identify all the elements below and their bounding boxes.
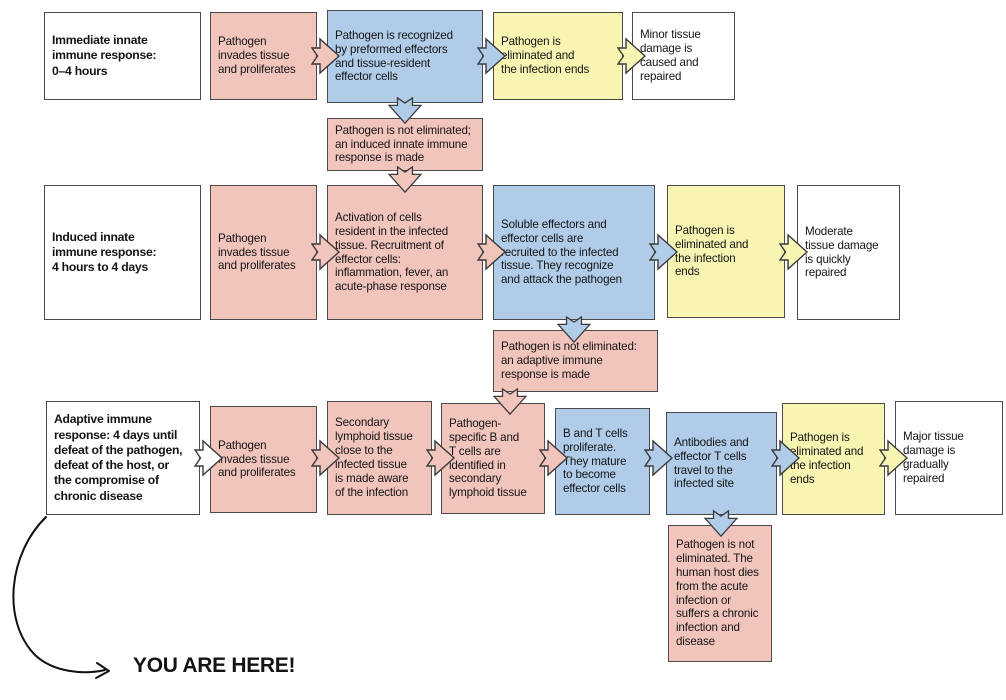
arrow-r3-antibodies-to-eliminated bbox=[771, 438, 801, 478]
box-r1-pathogen-invades: Pathogen invades tissue and proliferates bbox=[210, 12, 317, 100]
box-adaptive-immune-label: Adaptive immune response: 4 days until d… bbox=[46, 401, 200, 515]
arrow-r3-proliferate-to-antibodies bbox=[644, 438, 674, 478]
arrow-r2-invades-to-activation bbox=[311, 232, 341, 272]
arrow-r1-down-not-eliminated bbox=[385, 97, 425, 125]
arrow-r2-soluble-to-eliminated bbox=[649, 232, 679, 272]
arrow-r2-eliminated-to-damage bbox=[779, 232, 809, 272]
box-r2-activation-cells: Activation of cells resident in the infe… bbox=[327, 185, 483, 320]
box-r2-pathogen-eliminated: Pathogen is eliminated and the infection… bbox=[667, 185, 785, 318]
box-r2-soluble-effectors: Soluble effectors and effector cells are… bbox=[493, 185, 655, 320]
arrow-r1-invades-to-recognized bbox=[311, 36, 341, 76]
arrow-r3-down-not-eliminated bbox=[701, 510, 741, 538]
box-r3-secondary-lymphoid: Secondary lymphoid tissue close to the i… bbox=[327, 401, 432, 515]
box-r3-pathogen-invades: Pathogen invades tissue and proliferates bbox=[210, 406, 317, 513]
you-are-here-arrow bbox=[12, 516, 110, 679]
box-r3-bt-cells-proliferate: B and T cells proliferate. They mature t… bbox=[555, 408, 650, 515]
arrow-r1-recognized-to-eliminated bbox=[477, 36, 507, 76]
box-r3-pathogen-specific-cells: Pathogen- specific B and T cells are ide… bbox=[441, 403, 545, 514]
arrow-r3-eliminated-to-damage bbox=[879, 438, 909, 478]
arrow-r2-down-not-eliminated bbox=[554, 316, 594, 344]
box-not-eliminated-induced: Pathogen is not eliminated; an induced i… bbox=[327, 118, 483, 171]
you-are-here-label: YOU ARE HERE! bbox=[133, 654, 296, 677]
arrow-r1-eliminated-to-damage bbox=[617, 36, 647, 76]
arrow-r3-specific-to-proliferate bbox=[539, 438, 569, 478]
box-r1-pathogen-eliminated: Pathogen is eliminated and the infection… bbox=[493, 12, 623, 100]
arrow-r3-label-to-invades bbox=[194, 438, 224, 478]
box-r1-pathogen-recognized: Pathogen is recognized by preformed effe… bbox=[327, 10, 483, 103]
arrow-down-to-adaptive-row bbox=[490, 388, 530, 416]
box-r3-antibodies-travel: Antibodies and effector T cells travel t… bbox=[666, 412, 777, 515]
box-immediate-innate-label: Immediate innate immune response: 0–4 ho… bbox=[44, 12, 201, 100]
box-r2-moderate-damage: Moderate tissue damage is quickly repair… bbox=[797, 185, 900, 320]
arrow-r3-invades-to-secondary bbox=[311, 438, 341, 478]
box-r1-minor-damage: Minor tissue damage is caused and repair… bbox=[632, 12, 735, 100]
arrow-r3-secondary-to-specific bbox=[426, 438, 456, 478]
arrow-r2-activation-to-soluble bbox=[477, 232, 507, 272]
arrow-down-to-induced-row bbox=[385, 166, 425, 194]
box-induced-innate-label: Induced innate immune response: 4 hours … bbox=[44, 185, 201, 320]
box-r3-major-damage: Major tissue damage is gradually repaire… bbox=[895, 401, 1003, 515]
box-r2-pathogen-invades: Pathogen invades tissue and proliferates bbox=[210, 185, 317, 320]
box-host-dies-or-chronic: Pathogen is not eliminated. The human ho… bbox=[668, 525, 772, 662]
